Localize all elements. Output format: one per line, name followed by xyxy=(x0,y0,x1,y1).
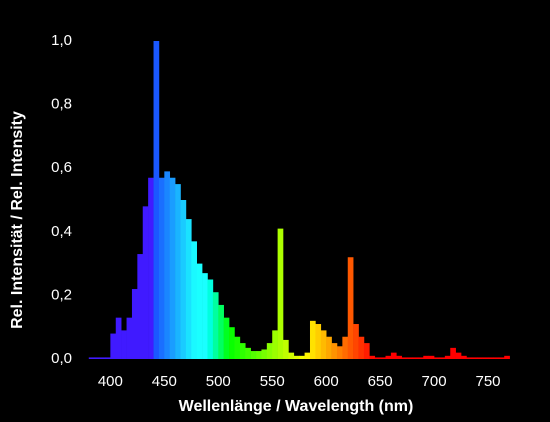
bar xyxy=(115,317,122,359)
bar xyxy=(272,330,278,359)
bar xyxy=(288,352,295,359)
x-axis-title: Wellenlänge / Wavelength (nm) xyxy=(179,398,414,415)
x-tick-label: 650 xyxy=(368,373,393,390)
bar xyxy=(142,206,149,359)
x-tick-label: 750 xyxy=(476,373,501,390)
bar xyxy=(185,219,192,359)
bar xyxy=(88,357,95,359)
bar xyxy=(450,347,456,359)
bar xyxy=(385,355,392,359)
bar xyxy=(104,357,111,359)
bar xyxy=(434,357,440,359)
y-tick-label: 0,4 xyxy=(51,223,72,240)
bar xyxy=(326,336,332,359)
bar xyxy=(158,177,165,359)
bar xyxy=(471,357,478,359)
bar xyxy=(283,339,289,359)
bar xyxy=(299,355,305,359)
bar xyxy=(277,228,284,359)
bar xyxy=(455,352,462,359)
bar xyxy=(245,347,251,359)
bar xyxy=(358,336,365,359)
bar xyxy=(121,330,127,359)
bar xyxy=(461,355,467,359)
bar xyxy=(401,357,408,359)
bar xyxy=(304,352,311,359)
bar xyxy=(493,357,500,359)
bar xyxy=(234,336,241,359)
y-axis-title: Rel. Intensität / Rel. Intensity xyxy=(9,111,26,329)
bar xyxy=(309,320,316,359)
bar xyxy=(342,336,349,359)
bar xyxy=(99,357,106,359)
bar xyxy=(390,352,397,359)
bar xyxy=(374,357,381,359)
bar xyxy=(466,357,473,359)
x-tick-label: 500 xyxy=(206,373,231,390)
bar xyxy=(126,317,133,359)
bar xyxy=(353,324,359,359)
bar xyxy=(148,177,154,359)
bar xyxy=(380,357,386,359)
bar xyxy=(218,304,224,359)
bar xyxy=(212,292,219,359)
bar xyxy=(266,343,273,359)
bar xyxy=(250,351,257,359)
bar xyxy=(256,351,262,359)
bar xyxy=(423,355,429,359)
bar xyxy=(407,357,413,359)
bar xyxy=(482,357,489,359)
bar xyxy=(347,257,354,359)
bar xyxy=(191,241,197,359)
bar xyxy=(261,349,268,359)
bar xyxy=(110,333,117,359)
bar xyxy=(428,355,435,359)
bar xyxy=(196,263,203,359)
bar xyxy=(336,346,343,359)
x-tick-label: 600 xyxy=(314,373,339,390)
y-tick-label: 0,8 xyxy=(51,96,72,113)
bar xyxy=(131,289,138,359)
bar xyxy=(175,184,181,359)
y-tick-label: 0,6 xyxy=(51,159,72,176)
bar xyxy=(504,355,510,359)
bar xyxy=(477,357,483,359)
bar xyxy=(412,357,419,359)
bar xyxy=(169,177,176,359)
y-tick-label: 1,0 xyxy=(51,32,72,49)
bar xyxy=(488,357,494,359)
bar xyxy=(229,327,235,359)
bar xyxy=(293,355,300,359)
y-tick-label: 0,2 xyxy=(51,286,72,303)
x-tick-label: 450 xyxy=(152,373,177,390)
bar xyxy=(320,330,327,359)
bar xyxy=(239,343,246,359)
bar xyxy=(137,254,144,359)
bar xyxy=(439,357,446,359)
x-tick-label: 550 xyxy=(260,373,285,390)
bar xyxy=(396,355,403,359)
x-tick-label: 400 xyxy=(98,373,123,390)
bar xyxy=(417,357,424,359)
bar xyxy=(369,355,376,359)
bar xyxy=(444,355,451,359)
bar xyxy=(331,343,338,359)
bar xyxy=(207,279,214,359)
bar xyxy=(498,357,505,359)
bar xyxy=(94,357,100,359)
bar xyxy=(153,41,160,359)
bar xyxy=(363,343,370,359)
bar xyxy=(164,171,171,359)
x-tick-label: 700 xyxy=(422,373,447,390)
bar xyxy=(315,324,322,359)
bar xyxy=(180,200,187,359)
y-tick-label: 0,0 xyxy=(51,350,72,367)
bar xyxy=(202,273,208,359)
bar xyxy=(223,317,230,359)
